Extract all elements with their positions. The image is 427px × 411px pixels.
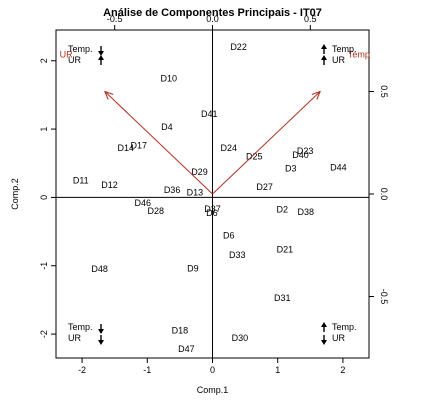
up-arrow-icon: [321, 55, 327, 60]
point-label: D12: [101, 180, 118, 190]
point-label: D40: [292, 150, 309, 160]
top-tick-label: 0.0: [206, 14, 219, 24]
point-label: D33: [229, 250, 246, 260]
up-arrow-icon: [321, 44, 327, 49]
y-tick-label: -2: [39, 330, 49, 338]
point-label: D48: [91, 264, 108, 274]
point-label: D38: [297, 207, 314, 217]
point-label: D4: [161, 122, 173, 132]
point-label: D18: [172, 326, 189, 336]
y-tick-label: 1: [39, 127, 49, 132]
chart-title: Análise de Componentes Principais - IT07: [103, 7, 322, 19]
chart-frame: Análise de Componentes Principais - IT07…: [10, 7, 389, 395]
right-tick-label: 0.5: [379, 85, 389, 98]
y-axis-label: Comp.2: [10, 178, 20, 210]
down-arrow-icon: [98, 51, 104, 56]
point-label: D14: [118, 143, 135, 153]
variable-label: UR: [60, 50, 73, 60]
point-label: D47: [178, 344, 195, 354]
point-label: D17: [131, 140, 148, 150]
corner-legend-bottom-right: Temp.UR: [321, 322, 357, 345]
y-tick-label: 2: [39, 58, 49, 63]
point-label: D9: [187, 263, 199, 273]
corner-label: Temp.: [332, 44, 357, 54]
down-arrow-icon: [98, 329, 104, 334]
right-tick-label: 0.0: [379, 188, 389, 201]
up-arrow-icon: [321, 322, 327, 327]
variable-arrow: [212, 92, 321, 195]
top-tick-label: 0.5: [304, 14, 317, 24]
point-label: D27: [256, 182, 273, 192]
x-axis-label: Comp.1: [197, 385, 229, 395]
point-label: D30: [232, 333, 249, 343]
corner-label: UR: [332, 333, 345, 343]
point-label: D28: [148, 206, 165, 216]
point-label: D6: [223, 231, 235, 241]
point-label: D11: [73, 175, 89, 185]
point-label: D2: [277, 205, 289, 215]
corner-label: Temp.: [68, 322, 93, 332]
point-label: D36: [164, 185, 181, 195]
x-tick-label: 0: [210, 365, 215, 375]
y-tick-label: -1: [39, 262, 49, 270]
down-arrow-icon: [98, 340, 104, 345]
point-label: D10: [161, 74, 178, 84]
point-label: D41: [201, 109, 218, 119]
corner-label: UR: [68, 55, 81, 65]
point-label: D37: [204, 204, 221, 214]
corner-legend-top-right: Temp.UR: [321, 44, 357, 65]
point-label: D6: [206, 208, 218, 218]
corner-label: UR: [332, 55, 345, 65]
corner-label: Temp.: [68, 44, 93, 54]
variable-label: Temp: [348, 50, 370, 60]
x-tick-label: -1: [143, 365, 151, 375]
point-label: D3: [285, 164, 297, 174]
point-label: D44: [330, 162, 347, 172]
top-tick-label: -0.5: [107, 14, 123, 24]
right-tick-label: -0.5: [379, 289, 389, 305]
x-tick-label: -2: [78, 365, 86, 375]
point-label: D31: [274, 293, 291, 303]
down-arrow-icon: [321, 340, 327, 345]
y-tick-label: 0: [39, 195, 49, 200]
corner-legend-top-left: Temp.UR: [68, 44, 104, 65]
corner-legend-bottom-left: Temp.UR: [68, 322, 104, 345]
point-label: D21: [277, 244, 294, 254]
x-tick-label: 2: [340, 365, 345, 375]
point-label: D23: [297, 146, 314, 156]
corner-label: Temp.: [332, 322, 357, 332]
point-label: D46: [134, 198, 151, 208]
variable-arrow: [105, 92, 213, 195]
point-label: D29: [191, 167, 208, 177]
point-label: D25: [246, 151, 263, 161]
x-tick-label: 1: [275, 365, 280, 375]
point-label: D24: [221, 143, 238, 153]
point-label: D13: [187, 188, 204, 198]
corner-label: UR: [68, 333, 81, 343]
point-label: D22: [230, 42, 247, 52]
up-arrow-icon: [98, 55, 104, 60]
